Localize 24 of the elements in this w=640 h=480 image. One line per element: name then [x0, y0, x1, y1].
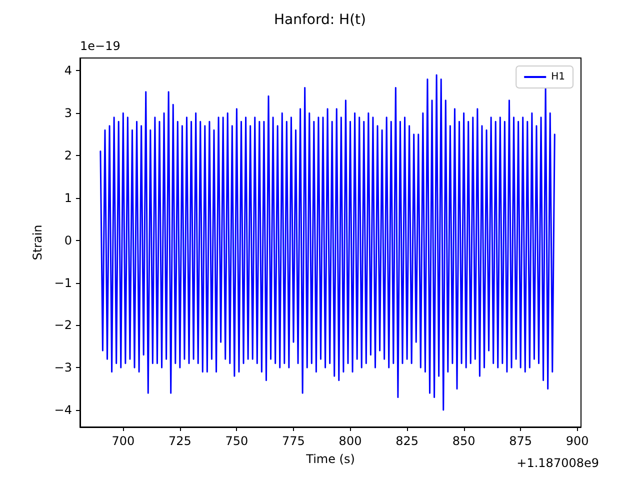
y-tick-label: 1	[64, 190, 72, 205]
x-tick-label: 750	[225, 434, 248, 448]
y-tick-label: 0	[64, 233, 72, 248]
legend-label: H1	[551, 72, 566, 82]
x-tick-label: 725	[168, 434, 192, 448]
y-tick-label: −2	[54, 318, 72, 332]
text: +1.187008e9	[516, 456, 600, 470]
y-tick-label: −3	[54, 360, 72, 375]
y-tick-label: −1	[54, 276, 72, 290]
x-tick-label: 875	[509, 434, 532, 448]
x-tick-label: 800	[338, 434, 362, 448]
x-tick-label: 700	[112, 434, 135, 448]
text: 1e−19	[80, 39, 120, 53]
x-tick-label: 850	[452, 434, 476, 448]
x-tick-label: 825	[396, 434, 418, 448]
y-tick-label: −4	[54, 403, 72, 418]
x-tick-label: 775	[282, 434, 305, 448]
x-tick-label: 900	[566, 434, 589, 448]
y-axis-title: Strain	[30, 224, 44, 260]
y-tick-label: 4	[64, 64, 72, 78]
y-tick-label: 2	[64, 148, 72, 163]
y-tick-label: 3	[64, 106, 72, 120]
chart-title: Hanford: H(t)	[274, 12, 366, 28]
x-axis-title: Time (s)	[305, 452, 355, 466]
